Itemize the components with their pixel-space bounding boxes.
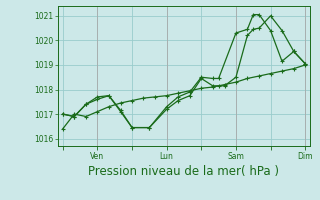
X-axis label: Pression niveau de la mer( hPa ): Pression niveau de la mer( hPa )	[89, 165, 279, 178]
